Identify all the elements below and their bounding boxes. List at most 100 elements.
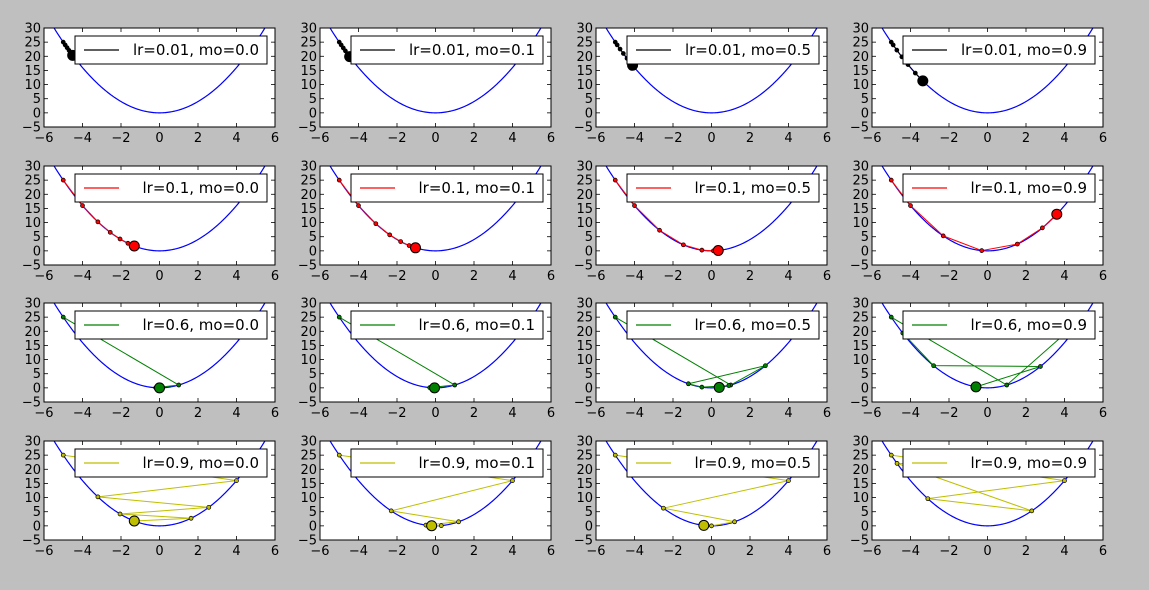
legend-label: lr=0.9, mo=0.1 bbox=[418, 454, 535, 472]
x-tick-label: 0 bbox=[431, 544, 439, 559]
y-tick-label: 10 bbox=[24, 216, 41, 231]
x-tick-label: −4 bbox=[625, 269, 644, 284]
y-tick-label: 15 bbox=[300, 339, 317, 354]
y-tick-label: 5 bbox=[585, 505, 593, 520]
parabola-curve bbox=[881, 303, 1094, 389]
legend-label: lr=0.9, mo=0.5 bbox=[694, 454, 811, 472]
legend-label: lr=0.01, mo=0.9 bbox=[961, 41, 1087, 59]
y-tick-label: 20 bbox=[576, 463, 593, 478]
y-tick-label: 20 bbox=[852, 325, 869, 340]
x-tick-label: −2 bbox=[387, 406, 406, 421]
x-tick-label: −6 bbox=[310, 269, 329, 284]
x-tick-label: 4 bbox=[232, 269, 240, 284]
path-point-marker bbox=[438, 523, 444, 528]
x-tick-label: 2 bbox=[470, 131, 478, 146]
path-point-marker bbox=[510, 478, 515, 483]
y-tick-label: 10 bbox=[576, 491, 593, 506]
x-tick-label: −4 bbox=[349, 269, 368, 284]
x-tick-label: 6 bbox=[271, 131, 279, 146]
y-tick-label: 15 bbox=[852, 477, 869, 492]
y-tick-label: 30 bbox=[576, 297, 593, 312]
path-point-marker bbox=[456, 519, 461, 525]
y-tick-label: 30 bbox=[300, 297, 317, 312]
y-tick-label: 20 bbox=[576, 325, 593, 340]
path-point-marker bbox=[206, 504, 212, 510]
x-tick-label: 4 bbox=[1060, 269, 1068, 284]
x-tick-label: 4 bbox=[784, 131, 792, 146]
y-tick-label: 20 bbox=[576, 50, 593, 65]
x-tick-label: −6 bbox=[34, 131, 53, 146]
y-tick-label: 30 bbox=[576, 22, 593, 37]
y-tick-label: 0 bbox=[585, 244, 593, 259]
path-point-marker bbox=[60, 452, 66, 458]
path-point-marker bbox=[732, 519, 737, 525]
y-tick-label: 25 bbox=[24, 174, 41, 189]
x-tick-label: 4 bbox=[784, 269, 792, 284]
y-tick-label: 10 bbox=[300, 78, 317, 93]
y-tick-label: −5 bbox=[298, 121, 317, 136]
y-tick-label: 20 bbox=[300, 325, 317, 340]
x-tick-label: 4 bbox=[1060, 131, 1068, 146]
y-tick-label: 20 bbox=[24, 325, 41, 340]
path-point-marker bbox=[979, 248, 985, 253]
y-tick-label: −5 bbox=[574, 534, 593, 549]
y-tick-label: 15 bbox=[300, 477, 317, 492]
x-tick-label: −6 bbox=[862, 269, 881, 284]
y-tick-label: 30 bbox=[852, 297, 869, 312]
x-tick-label: −4 bbox=[901, 269, 920, 284]
path-point-marker bbox=[1004, 382, 1010, 388]
parabola-curve bbox=[605, 303, 818, 389]
path-point-marker bbox=[234, 478, 239, 483]
x-tick-label: −6 bbox=[34, 269, 53, 284]
x-tick-label: −6 bbox=[310, 131, 329, 146]
path-point-marker bbox=[1062, 478, 1067, 483]
y-tick-label: 25 bbox=[576, 174, 593, 189]
x-tick-label: 2 bbox=[1022, 544, 1030, 559]
legend-label: lr=0.1, mo=0.0 bbox=[142, 179, 259, 197]
x-tick-label: −6 bbox=[862, 544, 881, 559]
legend-label: lr=0.9, mo=0.9 bbox=[970, 454, 1087, 472]
y-tick-label: −5 bbox=[298, 396, 317, 411]
x-tick-label: 4 bbox=[508, 131, 516, 146]
x-tick-label: −6 bbox=[586, 269, 605, 284]
x-tick-label: 6 bbox=[547, 131, 555, 146]
x-tick-label: 4 bbox=[508, 269, 516, 284]
x-tick-label: 6 bbox=[547, 544, 555, 559]
x-tick-label: 6 bbox=[823, 269, 831, 284]
y-tick-label: 30 bbox=[852, 435, 869, 450]
y-tick-label: 20 bbox=[576, 188, 593, 203]
y-tick-label: −5 bbox=[850, 121, 869, 136]
y-tick-label: 15 bbox=[24, 339, 41, 354]
y-tick-label: 0 bbox=[33, 106, 41, 121]
y-tick-label: 10 bbox=[576, 353, 593, 368]
legend-label: lr=0.1, mo=0.1 bbox=[418, 179, 535, 197]
y-tick-label: −5 bbox=[22, 534, 41, 549]
x-tick-label: −4 bbox=[73, 131, 92, 146]
path-point-marker bbox=[699, 247, 705, 253]
path-point-marker bbox=[888, 177, 894, 183]
y-tick-label: 30 bbox=[576, 160, 593, 175]
final-point-marker bbox=[128, 515, 140, 527]
x-tick-label: 6 bbox=[823, 544, 831, 559]
y-tick-label: 0 bbox=[309, 106, 317, 121]
x-tick-label: 4 bbox=[784, 544, 792, 559]
x-tick-label: −4 bbox=[901, 544, 920, 559]
y-tick-label: −5 bbox=[850, 259, 869, 274]
x-tick-label: 2 bbox=[746, 544, 754, 559]
path-point-marker bbox=[686, 381, 691, 387]
x-tick-label: 0 bbox=[707, 406, 715, 421]
x-tick-label: 4 bbox=[1060, 406, 1068, 421]
x-tick-label: −4 bbox=[73, 269, 92, 284]
y-tick-label: 25 bbox=[852, 311, 869, 326]
y-tick-label: 25 bbox=[300, 449, 317, 464]
x-tick-label: −6 bbox=[586, 131, 605, 146]
final-point-marker bbox=[712, 245, 724, 257]
y-tick-label: 0 bbox=[309, 381, 317, 396]
x-tick-label: 0 bbox=[983, 131, 991, 146]
